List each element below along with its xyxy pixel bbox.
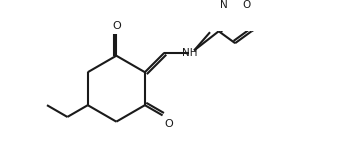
- Text: O: O: [164, 119, 173, 128]
- Text: NH: NH: [182, 48, 197, 58]
- Text: O: O: [243, 0, 251, 10]
- Text: N: N: [220, 0, 228, 10]
- Text: O: O: [112, 21, 121, 31]
